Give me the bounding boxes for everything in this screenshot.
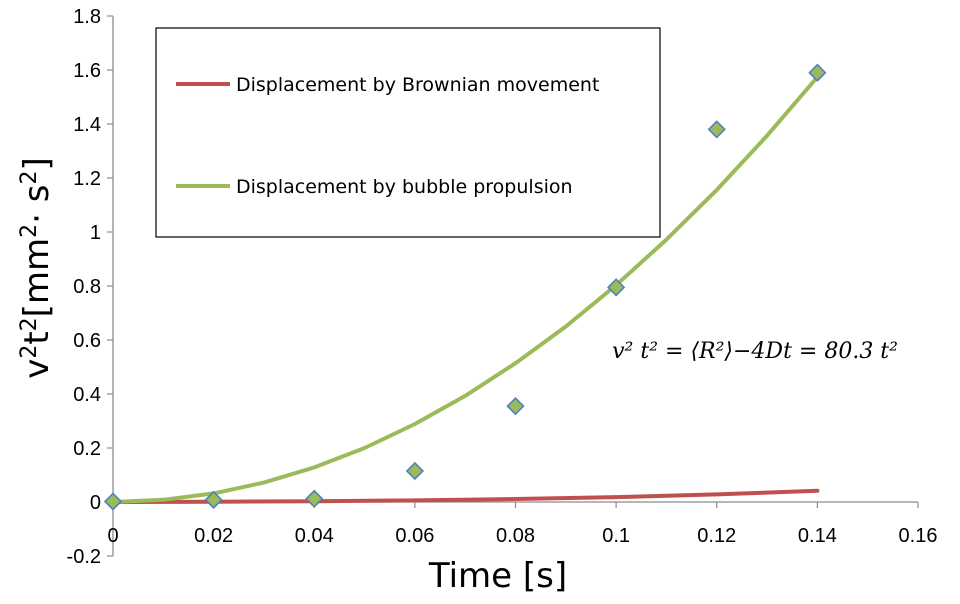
y-tick-label: 1 bbox=[90, 222, 101, 244]
y-tick-labels: -0.2 0 0.2 0.4 0.6 0.8 1 1.2 1.4 1.6 1.8 bbox=[67, 6, 101, 568]
y-tick-label: 1.4 bbox=[73, 114, 101, 136]
data-point bbox=[405, 461, 425, 481]
data-point bbox=[606, 278, 626, 297]
equation-annotation: v² t² = ⟨R²⟩−4Dt = 80.3 t² bbox=[612, 339, 898, 364]
y-tick-label: -0.2 bbox=[67, 546, 101, 568]
x-tick-label: 0.1 bbox=[602, 525, 630, 547]
y-label-mm: [mm bbox=[17, 238, 57, 318]
x-tick-label: 0 bbox=[107, 525, 118, 547]
x-tick-label: 0.08 bbox=[496, 525, 535, 547]
y-label-sup: 2 bbox=[17, 317, 42, 331]
y-tick-label: 1.2 bbox=[73, 168, 101, 190]
y-label-sup: 2 bbox=[17, 224, 42, 238]
x-tick-label: 0.06 bbox=[395, 525, 434, 547]
x-tick-label: 0.14 bbox=[798, 525, 837, 547]
y-tick-label: 1.8 bbox=[73, 6, 101, 28]
series-line-1 bbox=[111, 75, 820, 504]
series-line-0 bbox=[111, 488, 820, 504]
data-point bbox=[103, 492, 123, 511]
data-point bbox=[707, 120, 726, 139]
x-tick-labels: 0 0.02 0.04 0.06 0.08 0.1 0.12 0.14 0.16 bbox=[107, 525, 937, 547]
data-point bbox=[506, 397, 525, 416]
legend-label-brownian: Displacement by Brownian movement bbox=[236, 74, 599, 96]
x-tick-label: 0.02 bbox=[194, 525, 233, 547]
x-tick-label: 0.16 bbox=[899, 525, 938, 547]
legend-box bbox=[155, 27, 661, 238]
y-label-s: · s bbox=[17, 184, 57, 223]
data-point bbox=[204, 490, 223, 509]
data-point bbox=[305, 489, 324, 508]
y-tick-label: 0 bbox=[90, 492, 101, 514]
y-axis-label: v2t2[mm2· s2] bbox=[17, 157, 57, 379]
x-tick-label: 0.12 bbox=[697, 525, 736, 547]
y-tick-label: 0.2 bbox=[73, 438, 101, 460]
x-axis-label: Time [s] bbox=[428, 556, 567, 596]
y-tick-label: 0.8 bbox=[73, 276, 101, 298]
y-label-v: v bbox=[17, 359, 57, 379]
y-label-sup: 2 bbox=[17, 345, 42, 359]
y-label-close: ] bbox=[17, 157, 57, 170]
legend: Displacement by Brownian movement Displa… bbox=[155, 27, 661, 238]
y-label-t: t bbox=[17, 331, 57, 344]
x-tick-label: 0.04 bbox=[295, 525, 334, 547]
y-tick-label: 0.6 bbox=[73, 330, 101, 352]
legend-label-bubble: Displacement by bubble propulsion bbox=[236, 176, 573, 198]
data-point bbox=[808, 63, 827, 82]
y-tick-label: 0.4 bbox=[73, 384, 101, 406]
plot-area bbox=[103, 63, 827, 511]
y-tick-label: 1.6 bbox=[73, 60, 101, 82]
y-label-sup: 2 bbox=[17, 170, 42, 184]
